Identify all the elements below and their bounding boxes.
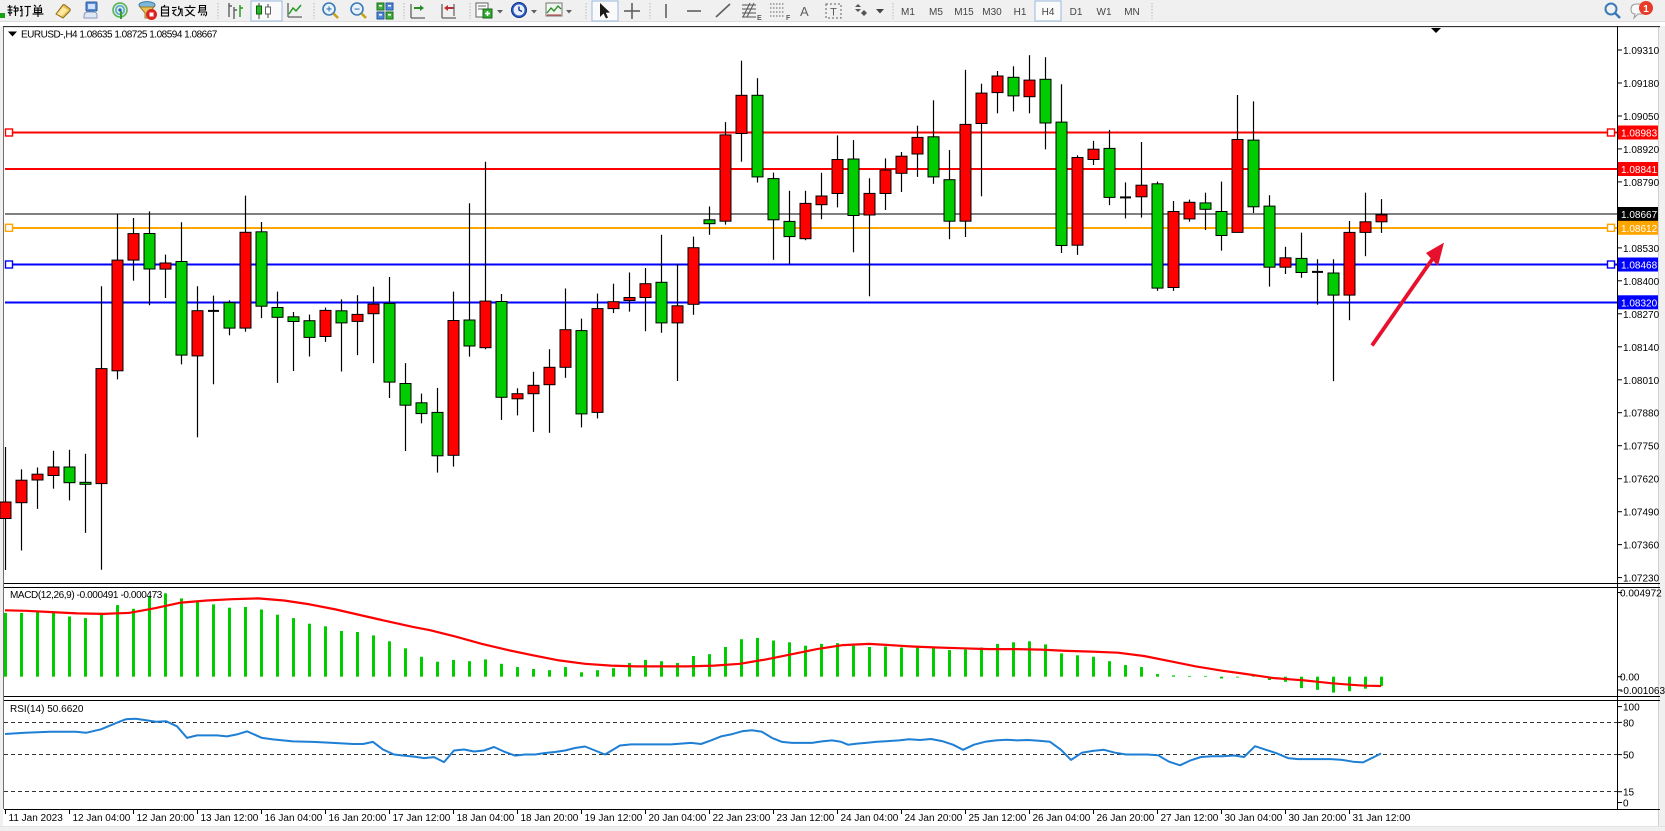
svg-text:1.07230: 1.07230 xyxy=(1623,574,1660,585)
svg-text:1.09050: 1.09050 xyxy=(1623,112,1660,123)
svg-text:1.08790: 1.08790 xyxy=(1623,178,1660,189)
svg-text:1.07750: 1.07750 xyxy=(1623,442,1660,453)
svg-text:0.00: 0.00 xyxy=(1620,673,1640,684)
svg-text:22 Jan 23:00: 22 Jan 23:00 xyxy=(713,813,771,824)
svg-text:1.08530: 1.08530 xyxy=(1623,244,1660,255)
svg-text:1.08612: 1.08612 xyxy=(1621,224,1658,235)
svg-text:0: 0 xyxy=(1623,799,1629,810)
svg-text:1.08667: 1.08667 xyxy=(1621,210,1658,221)
svg-text:1.09310: 1.09310 xyxy=(1623,46,1660,57)
svg-text:16 Jan 20:00: 16 Jan 20:00 xyxy=(329,813,387,824)
svg-text:19 Jan 12:00: 19 Jan 12:00 xyxy=(585,813,643,824)
svg-text:18 Jan 04:00: 18 Jan 04:00 xyxy=(457,813,515,824)
svg-text:M5: M5 xyxy=(929,7,943,18)
svg-text:25 Jan 12:00: 25 Jan 12:00 xyxy=(969,813,1027,824)
svg-text:1.08920: 1.08920 xyxy=(1623,145,1660,156)
svg-text:23 Jan 12:00: 23 Jan 12:00 xyxy=(777,813,835,824)
svg-text:15: 15 xyxy=(1623,788,1635,799)
svg-text:F: F xyxy=(786,15,791,22)
svg-text:MACD(12,26,9) -0.000491 -0.000: MACD(12,26,9) -0.000491 -0.000473 xyxy=(10,590,163,601)
svg-text:50: 50 xyxy=(1623,751,1635,762)
svg-text:-0.001063: -0.001063 xyxy=(1620,686,1665,697)
svg-text:20 Jan 04:00: 20 Jan 04:00 xyxy=(649,813,707,824)
svg-text:−: − xyxy=(354,5,360,16)
svg-text:MN: MN xyxy=(1124,7,1140,18)
svg-text:H1: H1 xyxy=(1014,7,1027,18)
svg-text:RSI(14) 50.6620: RSI(14) 50.6620 xyxy=(10,704,84,715)
svg-text:EURUSD-,H4 1.08635 1.08725 1.: EURUSD-,H4 1.08635 1.08725 1.08594 1.086… xyxy=(21,30,218,41)
svg-text:1.08400: 1.08400 xyxy=(1623,277,1660,288)
svg-text:M30: M30 xyxy=(982,7,1002,18)
svg-text:100: 100 xyxy=(1623,703,1640,714)
svg-text:31 Jan 12:00: 31 Jan 12:00 xyxy=(1353,813,1411,824)
svg-text:W1: W1 xyxy=(1097,7,1112,18)
svg-text:E: E xyxy=(757,15,762,22)
svg-text:16 Jan 04:00: 16 Jan 04:00 xyxy=(265,813,323,824)
svg-text:26 Jan 04:00: 26 Jan 04:00 xyxy=(1033,813,1091,824)
svg-text:1.08468: 1.08468 xyxy=(1621,261,1658,272)
svg-text:1: 1 xyxy=(1643,3,1649,15)
svg-text:H4: H4 xyxy=(1042,7,1055,18)
svg-text:A: A xyxy=(800,4,809,19)
svg-text:17 Jan 12:00: 17 Jan 12:00 xyxy=(393,813,451,824)
svg-text:1.07490: 1.07490 xyxy=(1623,508,1660,519)
svg-text:24 Jan 20:00: 24 Jan 20:00 xyxy=(905,813,963,824)
svg-text:1.09180: 1.09180 xyxy=(1623,79,1660,90)
svg-text:M1: M1 xyxy=(901,7,915,18)
svg-text:30 Jan 04:00: 30 Jan 04:00 xyxy=(1225,813,1283,824)
svg-text:80: 80 xyxy=(1623,718,1635,729)
svg-text:1.07360: 1.07360 xyxy=(1623,541,1660,552)
svg-text:T: T xyxy=(830,7,837,19)
svg-text:+: + xyxy=(326,5,332,16)
svg-text:M15: M15 xyxy=(954,7,974,18)
svg-text:1.08140: 1.08140 xyxy=(1623,343,1660,354)
svg-text:1.08841: 1.08841 xyxy=(1621,165,1658,176)
svg-text:1.08270: 1.08270 xyxy=(1623,310,1660,321)
svg-text:12 Jan 04:00: 12 Jan 04:00 xyxy=(73,813,131,824)
svg-text:11 Jan 2023: 11 Jan 2023 xyxy=(9,813,64,824)
svg-text:1.08010: 1.08010 xyxy=(1623,376,1660,387)
svg-text:18 Jan 20:00: 18 Jan 20:00 xyxy=(521,813,579,824)
svg-text:1.07880: 1.07880 xyxy=(1623,409,1660,420)
svg-text:30 Jan 20:00: 30 Jan 20:00 xyxy=(1289,813,1347,824)
svg-text:26 Jan 20:00: 26 Jan 20:00 xyxy=(1097,813,1155,824)
svg-text:27 Jan 12:00: 27 Jan 12:00 xyxy=(1161,813,1219,824)
svg-text:1.08320: 1.08320 xyxy=(1621,298,1658,309)
svg-text:1.08983: 1.08983 xyxy=(1621,129,1658,140)
svg-text:0.004972: 0.004972 xyxy=(1620,589,1662,600)
svg-text:24 Jan 04:00: 24 Jan 04:00 xyxy=(841,813,899,824)
svg-text:13 Jan 12:00: 13 Jan 12:00 xyxy=(201,813,259,824)
svg-text:12 Jan 20:00: 12 Jan 20:00 xyxy=(137,813,195,824)
svg-text:1.07620: 1.07620 xyxy=(1623,475,1660,486)
svg-text:D1: D1 xyxy=(1070,7,1083,18)
